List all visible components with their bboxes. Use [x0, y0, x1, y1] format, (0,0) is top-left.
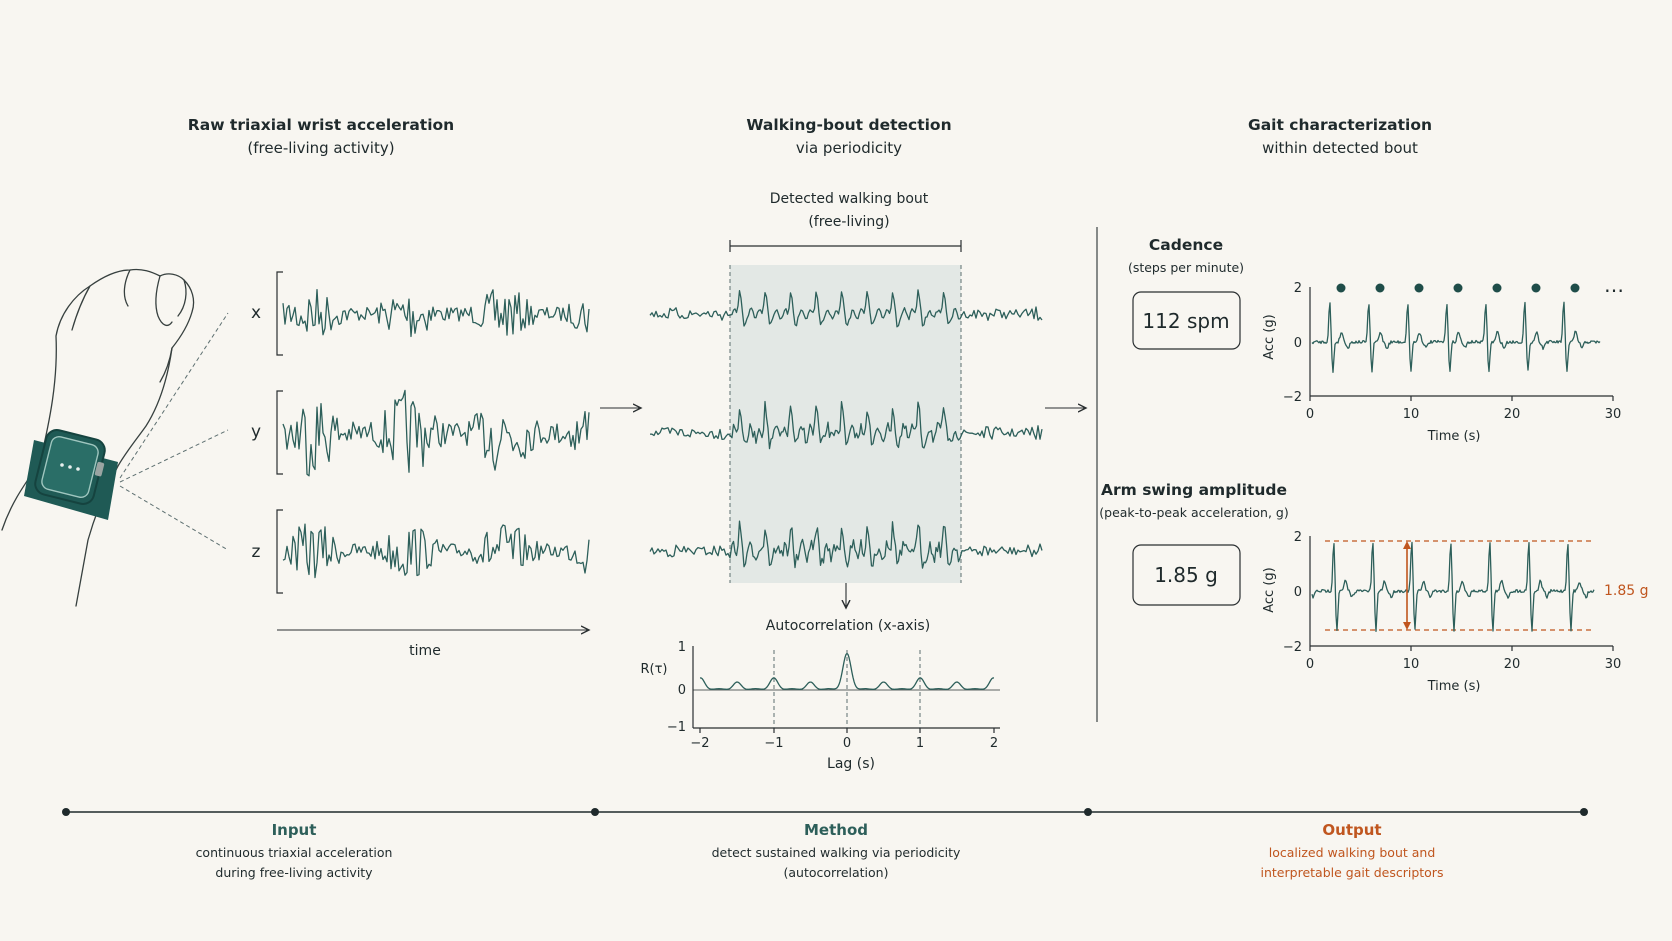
autocorr-ytick-0: 0	[678, 683, 686, 698]
autocorr-xtick-1: 1	[916, 736, 924, 751]
autocorr-title: Autocorrelation (x-axis)	[766, 618, 930, 634]
bout-label-line2: (free-living)	[808, 214, 889, 230]
detect-section-title: Walking-bout detection	[746, 116, 951, 134]
output-line2: interpretable gait descriptors	[1261, 865, 1444, 880]
method-line1: detect sustained walking via periodicity	[712, 845, 961, 860]
arm-swing-xlabel: Time (s)	[1427, 679, 1481, 694]
autocorr-xlabel: Lag (s)	[827, 756, 875, 772]
arm-swing-ytick-2: 2	[1294, 530, 1302, 545]
cadence-xtick-0: 0	[1306, 407, 1314, 422]
gait-section-title: Gait characterization	[1248, 116, 1432, 134]
pipeline-timeline: Input continuous triaxial acceleration d…	[62, 808, 1588, 880]
cadence-xlabel: Time (s)	[1427, 429, 1481, 444]
timeline-node-start	[62, 808, 70, 816]
raw-signal-x	[282, 288, 590, 338]
cadence-xtick-10: 10	[1403, 407, 1420, 422]
raw-section-subtitle: (free-living activity)	[247, 139, 394, 157]
cadence-panel: Cadence (steps per minute) 112 spm Acc (…	[1128, 236, 1624, 444]
detect-signal-x	[649, 289, 1043, 328]
arm-swing-signal	[1311, 541, 1595, 633]
bout-label-line1: Detected walking bout	[770, 191, 929, 207]
detect-section-subtitle: via periodicity	[796, 139, 902, 157]
step-marker	[1531, 283, 1541, 293]
cadence-value: 112 spm	[1142, 309, 1229, 333]
detect-signal-z	[649, 520, 1043, 569]
arm-swing-value-box	[1132, 544, 1241, 606]
arm-swing-title: Arm swing amplitude	[1101, 481, 1287, 499]
input-title: Input	[272, 821, 317, 839]
cadence-xtick-20: 20	[1504, 407, 1521, 422]
arm-swing-subtitle: (peak-to-peak acceleration, g)	[1099, 505, 1288, 520]
autocorr-xtick-0: 0	[843, 736, 851, 751]
cadence-subtitle: (steps per minute)	[1128, 260, 1244, 275]
autocorrelation-chart: Autocorrelation (x-axis) R(τ) 1 0 −1 −2 …	[640, 618, 1000, 772]
arm-swing-xtick-10: 10	[1403, 657, 1420, 672]
arm-swing-xtick-20: 20	[1504, 657, 1521, 672]
cadence-xtick-30: 30	[1605, 407, 1622, 422]
method-line2: (autocorrelation)	[784, 865, 889, 880]
autocorr-xtick-2: 2	[990, 736, 998, 751]
autocorr-ytick-neg1: −1	[667, 720, 686, 735]
raw-section-title: Raw triaxial wrist acceleration	[188, 116, 454, 134]
pipeline-method: Method detect sustained walking via peri…	[712, 821, 961, 880]
autocorr-ytick-1: 1	[678, 640, 686, 655]
detect-signal-y	[649, 400, 1043, 450]
output-title: Output	[1322, 821, 1381, 839]
arm-swing-ytick-neg2: −2	[1283, 640, 1302, 655]
cadence-title: Cadence	[1149, 236, 1223, 254]
cadence-ytick-neg2: −2	[1283, 390, 1302, 405]
output-line1: localized walking bout and	[1269, 845, 1436, 860]
bracket-x	[276, 271, 283, 356]
wrist-hand-illustration	[1, 268, 229, 607]
step-marker	[1453, 283, 1463, 293]
pipeline-input: Input continuous triaxial acceleration d…	[196, 821, 393, 880]
cadence-ytick-0: 0	[1294, 336, 1302, 351]
time-label: time	[409, 643, 441, 659]
arm-swing-annotation: 1.85 g	[1604, 583, 1649, 599]
bout-detection-panel: Detected walking bout (free-living)	[649, 191, 1043, 608]
arm-swing-ytick-0: 0	[1294, 585, 1302, 600]
cadence-ylabel: Acc (g)	[1262, 314, 1277, 360]
input-line2: during free-living activity	[215, 865, 373, 880]
cadence-signal	[1311, 301, 1601, 373]
cadence-ytick-2: 2	[1294, 281, 1302, 296]
step-marker	[1492, 283, 1502, 293]
arm-swing-panel: Arm swing amplitude (peak-to-peak accele…	[1099, 481, 1648, 694]
arm-swing-xtick-30: 30	[1605, 657, 1622, 672]
autocorr-curve	[699, 652, 995, 690]
autocorr-xtick-neg2: −2	[690, 736, 709, 751]
axis-x-label: x	[251, 303, 261, 323]
cadence-value-box	[1132, 291, 1241, 350]
arm-swing-value: 1.85 g	[1154, 563, 1218, 587]
raw-signal-panel: x y z time	[251, 271, 590, 659]
gait-section-subtitle: within detected bout	[1262, 139, 1418, 157]
timeline-node-end	[1580, 808, 1588, 816]
raw-signal-y	[282, 389, 590, 477]
step-marker	[1336, 283, 1346, 293]
gait-section-header: Gait characterization within detected bo…	[1248, 116, 1432, 157]
autocorr-ylabel: R(τ)	[640, 662, 667, 677]
input-line1: continuous triaxial acceleration	[196, 845, 393, 860]
arm-swing-xtick-0: 0	[1306, 657, 1314, 672]
timeline-node-output	[1084, 808, 1092, 816]
pipeline-output: Output localized walking bout and interp…	[1261, 821, 1444, 880]
raw-section-header: Raw triaxial wrist acceleration (free-li…	[188, 116, 454, 157]
cadence-more-indicator: …	[1604, 273, 1624, 297]
arm-swing-ylabel: Acc (g)	[1262, 567, 1277, 613]
detect-section-header: Walking-bout detection via periodicity	[746, 116, 951, 157]
step-marker	[1570, 283, 1580, 293]
axis-z-label: z	[252, 542, 261, 562]
timeline-node-method	[591, 808, 599, 816]
bracket-y	[276, 390, 283, 475]
smartwatch-icon	[24, 429, 118, 520]
raw-signal-z	[282, 523, 590, 579]
bracket-z	[276, 509, 283, 594]
step-marker	[1375, 283, 1385, 293]
step-marker	[1414, 283, 1424, 293]
autocorr-xtick-neg1: −1	[764, 736, 783, 751]
bout-span-bracket	[729, 240, 962, 252]
method-title: Method	[804, 821, 868, 839]
axis-y-label: y	[251, 422, 261, 442]
